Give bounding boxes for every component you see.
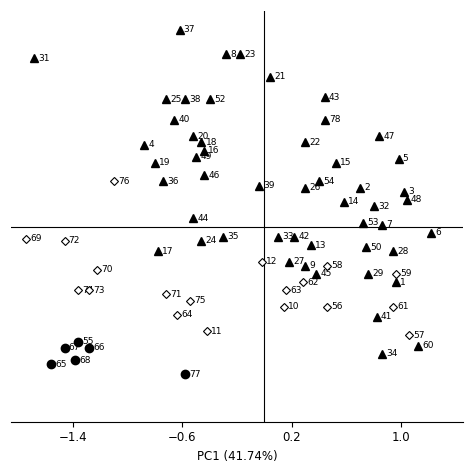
Text: 22: 22 [310, 138, 321, 147]
Text: 13: 13 [315, 241, 327, 250]
Text: 37: 37 [183, 25, 195, 34]
Text: 23: 23 [244, 50, 255, 59]
Text: 67: 67 [69, 343, 80, 352]
Text: 47: 47 [383, 132, 395, 141]
Text: 26: 26 [310, 183, 321, 192]
Text: 73: 73 [93, 286, 105, 295]
Text: 25: 25 [170, 95, 182, 104]
Text: 17: 17 [162, 247, 173, 256]
Text: 70: 70 [101, 265, 113, 274]
Text: 9: 9 [310, 261, 315, 270]
Text: 6: 6 [436, 228, 441, 237]
Text: 68: 68 [80, 356, 91, 365]
Text: 45: 45 [320, 269, 332, 278]
Text: 24: 24 [206, 237, 217, 246]
Text: 50: 50 [370, 243, 382, 252]
Text: 76: 76 [118, 177, 129, 186]
Text: 8: 8 [230, 50, 236, 59]
Text: 48: 48 [411, 195, 422, 204]
Text: 52: 52 [214, 95, 225, 104]
Text: 18: 18 [206, 138, 217, 147]
Text: 66: 66 [93, 343, 105, 352]
Text: 10: 10 [288, 302, 299, 311]
Text: 20: 20 [197, 132, 209, 141]
Text: 58: 58 [331, 261, 343, 270]
Text: 57: 57 [414, 331, 425, 340]
Text: 27: 27 [293, 257, 305, 266]
Text: 4: 4 [148, 140, 154, 149]
Text: 32: 32 [378, 201, 390, 210]
Text: 29: 29 [373, 269, 384, 278]
Text: 46: 46 [208, 171, 219, 180]
Text: 63: 63 [291, 286, 302, 295]
Text: 42: 42 [299, 232, 310, 241]
Text: 28: 28 [397, 247, 409, 256]
Text: 60: 60 [422, 341, 433, 350]
X-axis label: PC1 (41.74%): PC1 (41.74%) [197, 450, 277, 463]
Text: 49: 49 [200, 152, 211, 161]
Text: 19: 19 [159, 158, 171, 167]
Text: 40: 40 [178, 115, 190, 124]
Text: 44: 44 [197, 214, 209, 223]
Text: 15: 15 [340, 158, 351, 167]
Text: 35: 35 [228, 232, 239, 241]
Text: 69: 69 [30, 235, 42, 244]
Text: 53: 53 [367, 218, 379, 227]
Text: 54: 54 [323, 177, 335, 186]
Text: 16: 16 [208, 146, 220, 155]
Text: 38: 38 [189, 95, 201, 104]
Text: 77: 77 [189, 370, 201, 379]
Text: 11: 11 [211, 327, 223, 336]
Text: 33: 33 [282, 232, 294, 241]
Text: 72: 72 [69, 237, 80, 246]
Text: 78: 78 [329, 115, 340, 124]
Text: 31: 31 [38, 54, 50, 63]
Text: 1: 1 [400, 278, 406, 287]
Text: 64: 64 [181, 310, 192, 319]
Text: 5: 5 [403, 155, 409, 164]
Text: 39: 39 [263, 181, 274, 190]
Text: 65: 65 [55, 360, 66, 369]
Text: 43: 43 [329, 93, 340, 102]
Text: 74: 74 [82, 286, 94, 295]
Text: 14: 14 [348, 198, 359, 207]
Text: 21: 21 [274, 73, 285, 82]
Text: 41: 41 [381, 312, 392, 321]
Text: 56: 56 [331, 302, 343, 311]
Text: 62: 62 [307, 278, 318, 287]
Text: 36: 36 [167, 177, 179, 186]
Text: 59: 59 [400, 269, 411, 278]
Text: 12: 12 [266, 257, 277, 266]
Text: 61: 61 [397, 302, 409, 311]
Text: 7: 7 [386, 220, 392, 229]
Text: 34: 34 [386, 349, 398, 358]
Text: 3: 3 [408, 187, 414, 196]
Text: 71: 71 [170, 290, 182, 299]
Text: 75: 75 [195, 296, 206, 305]
Text: 55: 55 [82, 337, 94, 346]
Text: 2: 2 [365, 183, 370, 192]
